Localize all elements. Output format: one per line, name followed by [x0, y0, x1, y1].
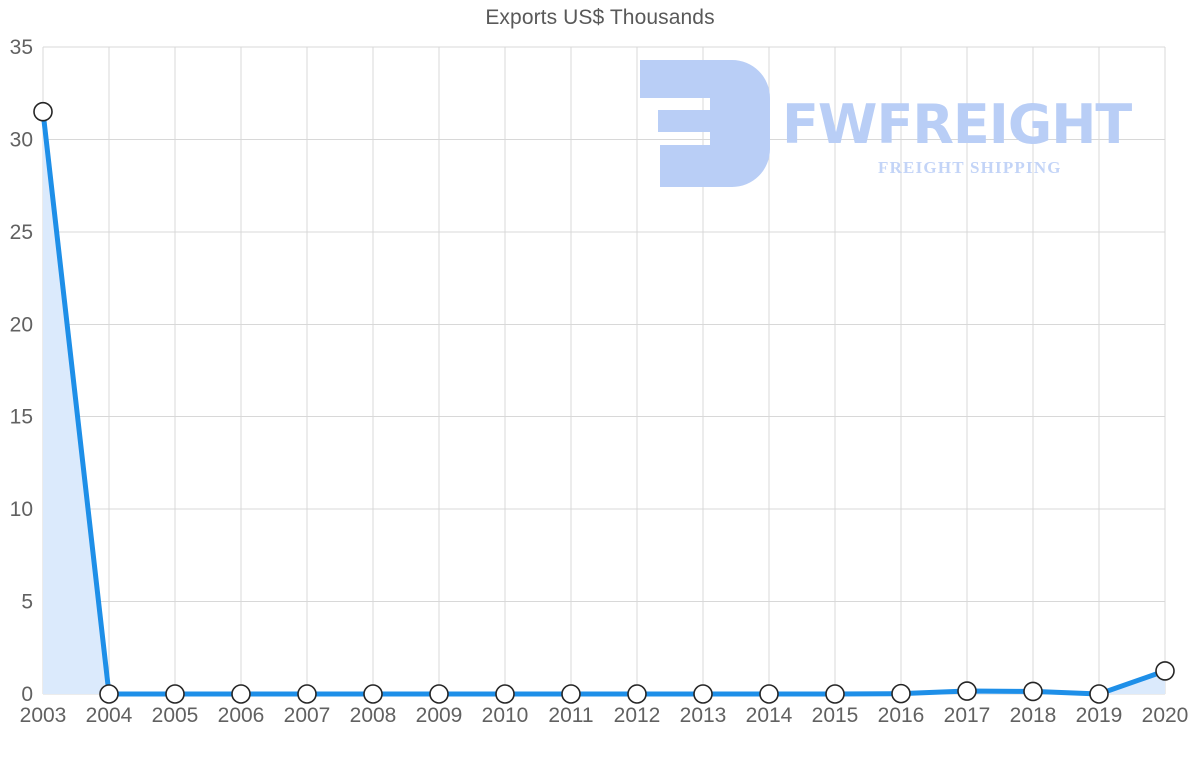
x-axis-tick-label: 2008 [350, 704, 397, 727]
x-axis-tick-label: 2012 [614, 704, 661, 727]
data-point-marker[interactable] [1023, 681, 1043, 702]
x-axis-tick-label: 2019 [1076, 704, 1123, 727]
y-axis-tick-label: 10 [10, 498, 33, 521]
x-axis-tick-label: 2003 [20, 704, 67, 727]
x-axis-tick-label: 2005 [152, 704, 199, 727]
x-axis-tick-label: 2020 [1142, 704, 1189, 727]
y-axis-tick-label: 0 [21, 683, 33, 706]
y-axis-tick-label: 5 [21, 591, 33, 614]
data-point-marker[interactable] [825, 684, 845, 704]
y-axis-tick-labels: 0 5 10 15 20 25 30 35 [10, 36, 33, 706]
y-axis-tick-label: 30 [10, 128, 33, 151]
gridlines-vertical [42, 47, 1166, 694]
x-axis-tick-label: 2007 [284, 704, 331, 727]
x-axis-tick-label: 2013 [680, 704, 727, 727]
data-point-marker[interactable] [99, 684, 119, 704]
data-point-marker[interactable] [231, 684, 251, 704]
data-point-marker[interactable] [33, 101, 53, 122]
y-axis-tick-label: 15 [10, 406, 33, 429]
data-point-marker[interactable] [363, 684, 383, 704]
y-axis-tick-label: 35 [10, 36, 33, 59]
x-axis-tick-label: 2015 [812, 704, 859, 727]
x-axis-tick-label: 2014 [746, 704, 793, 727]
x-axis-tick-label: 2006 [218, 704, 265, 727]
x-axis-tick-label: 2011 [548, 704, 593, 727]
gridlines-horizontal [43, 46, 1165, 695]
x-axis-tick-label: 2010 [482, 704, 529, 727]
x-axis-tick-labels: 2003 2004 2005 2006 2007 2008 2009 2010 2011 2012… [20, 704, 1189, 727]
data-point-marker[interactable] [627, 684, 647, 704]
data-point-marker[interactable] [495, 684, 515, 704]
data-point-marker[interactable] [429, 684, 449, 704]
x-axis-tick-label: 2017 [944, 704, 991, 727]
y-axis-tick-label: 25 [10, 221, 33, 244]
y-axis-tick-label: 20 [10, 313, 33, 336]
series-line [40, 109, 1168, 697]
data-point-marker[interactable] [891, 683, 911, 704]
data-point-marker[interactable] [561, 684, 581, 704]
x-axis-tick-label: 2016 [878, 704, 925, 727]
x-axis-tick-label: 2009 [416, 704, 463, 727]
series-markers [33, 101, 1175, 704]
data-point-marker[interactable] [957, 681, 977, 701]
data-point-marker[interactable] [165, 684, 185, 704]
data-point-marker[interactable] [1089, 684, 1109, 704]
x-axis-tick-label: 2018 [1010, 704, 1057, 727]
data-point-marker[interactable] [1155, 661, 1175, 681]
data-point-marker[interactable] [759, 684, 779, 704]
x-axis-tick-label: 2004 [86, 704, 133, 727]
series-area-fill [43, 111, 1165, 694]
chart-title: Exports US$ Thousands [485, 6, 715, 29]
data-point-marker[interactable] [693, 684, 713, 704]
data-point-marker[interactable] [297, 684, 317, 704]
